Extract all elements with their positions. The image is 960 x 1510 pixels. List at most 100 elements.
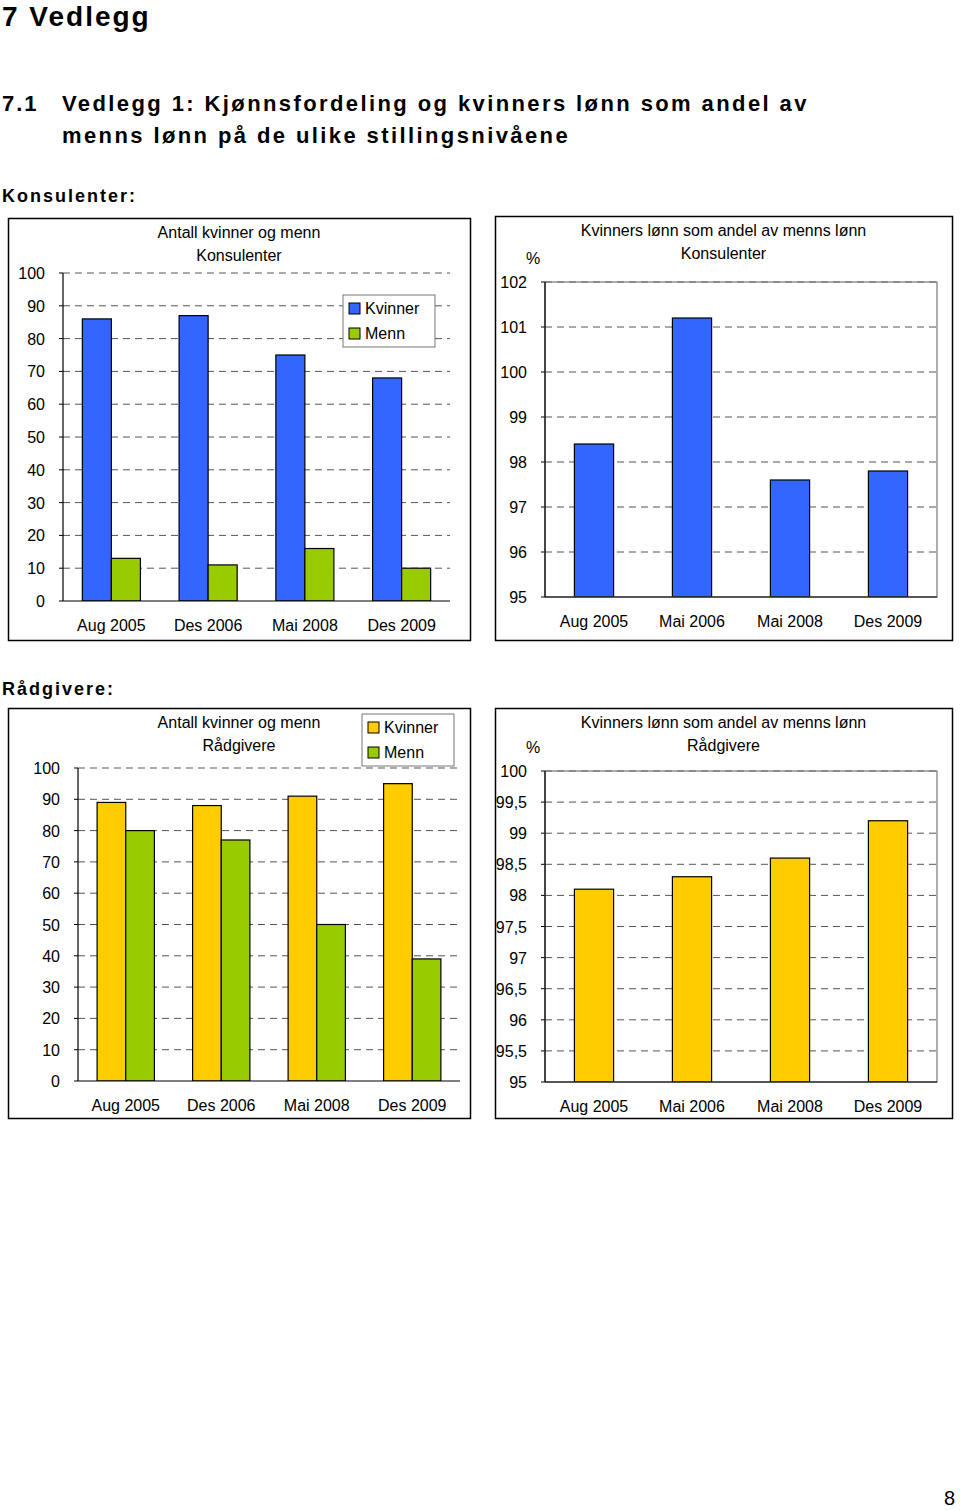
section-heading: Vedlegg 1: Kjønnsfordeling og kvinners l…	[62, 91, 809, 116]
y-tick-label: 60	[42, 885, 60, 902]
bar	[868, 821, 907, 1082]
y-tick-label: 102	[500, 274, 527, 291]
plot-frame	[545, 771, 937, 1082]
bar	[276, 355, 305, 601]
x-axis	[78, 1080, 460, 1081]
chart-box	[9, 709, 471, 1119]
page-number: 8	[944, 1487, 955, 1509]
group-heading: Konsulenter:	[2, 186, 137, 206]
y-tick-label: 80	[42, 823, 60, 840]
plot-frame	[545, 282, 937, 597]
y-tick-label: 60	[27, 396, 45, 413]
legend-swatch	[368, 722, 379, 733]
y-tick-label: 99	[509, 409, 527, 426]
x-tick-label: Des 2009	[378, 1097, 447, 1114]
bars	[574, 821, 907, 1082]
legend: Kvinner Menn	[343, 295, 435, 347]
y-tick-label: 70	[42, 854, 60, 871]
bar	[193, 806, 222, 1081]
x-tick-label: Mai 2006	[659, 1098, 725, 1115]
x-tick-label: Des 2009	[854, 1098, 923, 1115]
bar	[770, 858, 809, 1082]
legend-swatch	[349, 328, 360, 339]
grid-line	[545, 327, 937, 328]
y-tick-label: 10	[27, 560, 45, 577]
y-tick-label: 50	[42, 917, 60, 934]
y-tick-label: 40	[42, 948, 60, 965]
x-tick-label: Aug 2005	[560, 1098, 629, 1115]
bars	[97, 784, 441, 1081]
grid-line	[545, 802, 937, 803]
y-tick-label: 50	[27, 429, 45, 446]
legend-label: Menn	[365, 325, 405, 342]
y-tick-label: 40	[27, 462, 45, 479]
y-tick-label: 96,5	[496, 981, 527, 998]
chart-title: Antall kvinner og menn	[158, 714, 321, 731]
x-tick-label: Aug 2005	[560, 613, 629, 630]
bar	[82, 319, 111, 601]
y-tick-label: 30	[42, 979, 60, 996]
bar	[574, 889, 613, 1082]
grid-line	[78, 768, 460, 769]
y-tick-label: 96	[509, 544, 527, 561]
bar	[412, 959, 441, 1081]
y-tick-label: 98	[509, 887, 527, 904]
x-axis	[545, 596, 937, 597]
y-tick-label: 97	[509, 950, 527, 967]
bar	[868, 471, 907, 597]
bar	[672, 877, 711, 1082]
y-tick-label: 98	[509, 454, 527, 471]
chart-title: Antall kvinner og menn	[158, 224, 321, 241]
x-tick-label: Mai 2008	[757, 1098, 823, 1115]
y-tick-label: 99,5	[496, 794, 527, 811]
legend-swatch	[349, 303, 360, 314]
x-tick-label: Mai 2008	[272, 617, 338, 634]
section-number: 7.1	[2, 91, 39, 116]
legend-swatch	[368, 747, 379, 758]
y-axis-label: %	[526, 739, 540, 756]
x-tick-label: Des 2009	[854, 613, 923, 630]
bar	[97, 802, 126, 1081]
y-axis	[544, 282, 545, 597]
y-axis-label: %	[526, 250, 540, 267]
bar	[305, 549, 334, 601]
y-tick-label: 0	[51, 1073, 60, 1090]
grid-line	[545, 417, 937, 418]
section-heading: menns lønn på de ulike stillingsnivåene	[62, 123, 570, 148]
bars	[574, 318, 907, 597]
y-tick-label: 99	[509, 825, 527, 842]
legend-label: Kvinner	[384, 719, 439, 736]
y-tick-label: 100	[500, 763, 527, 780]
y-tick-label: 98,5	[496, 856, 527, 873]
x-tick-label: Des 2009	[367, 617, 436, 634]
grid-line	[63, 273, 450, 274]
bar	[770, 480, 809, 597]
legend-label: Kvinner	[365, 300, 420, 317]
x-axis	[545, 1081, 937, 1082]
y-tick-label: 95	[509, 1074, 527, 1091]
y-tick-label: 100	[33, 760, 60, 777]
x-tick-label: Des 2006	[187, 1097, 256, 1114]
legend-label: Menn	[384, 744, 424, 761]
grid-line	[545, 372, 937, 373]
grid-line	[63, 371, 450, 372]
y-tick-label: 0	[36, 593, 45, 610]
bar	[179, 316, 208, 601]
x-tick-label: Mai 2008	[284, 1097, 350, 1114]
chart-title: Kvinners lønn som andel av menns lønn	[581, 714, 866, 731]
y-tick-label: 101	[500, 319, 527, 336]
bar	[402, 568, 431, 601]
y-axis	[544, 771, 545, 1082]
legend-box	[362, 714, 454, 766]
bar	[317, 925, 346, 1082]
group-heading: Rådgivere:	[2, 679, 115, 699]
x-axis	[63, 600, 450, 601]
bar	[208, 565, 237, 601]
bar	[373, 378, 402, 601]
chart: Kvinners lønn som andel av menns lønnKon…	[496, 217, 953, 641]
chart-subtitle: Konsulenter	[681, 245, 767, 262]
y-axis	[62, 273, 63, 601]
bar	[221, 840, 250, 1081]
chart-box	[9, 219, 471, 641]
chart: Antall kvinner og mennKonsulenter0102030…	[9, 219, 471, 641]
